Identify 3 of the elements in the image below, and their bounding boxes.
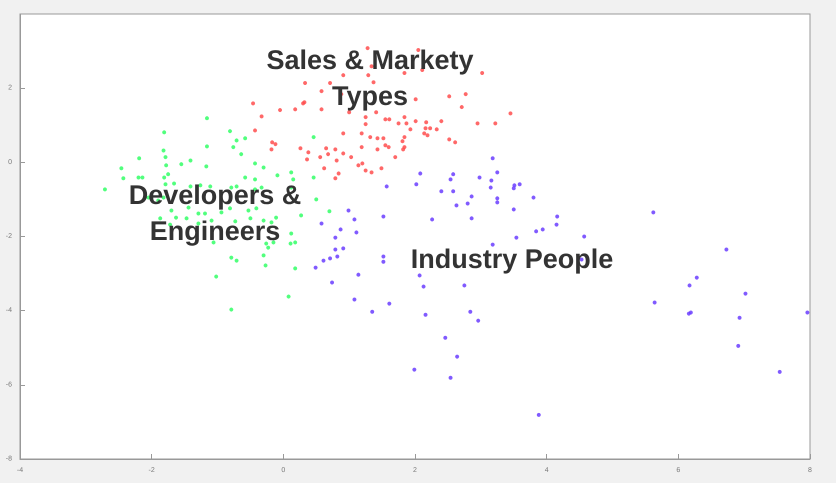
annotation: Developers & Engineers	[128, 180, 302, 246]
annotation: Sales & Markety Types	[266, 45, 474, 111]
annotation: Industry People	[410, 244, 614, 274]
